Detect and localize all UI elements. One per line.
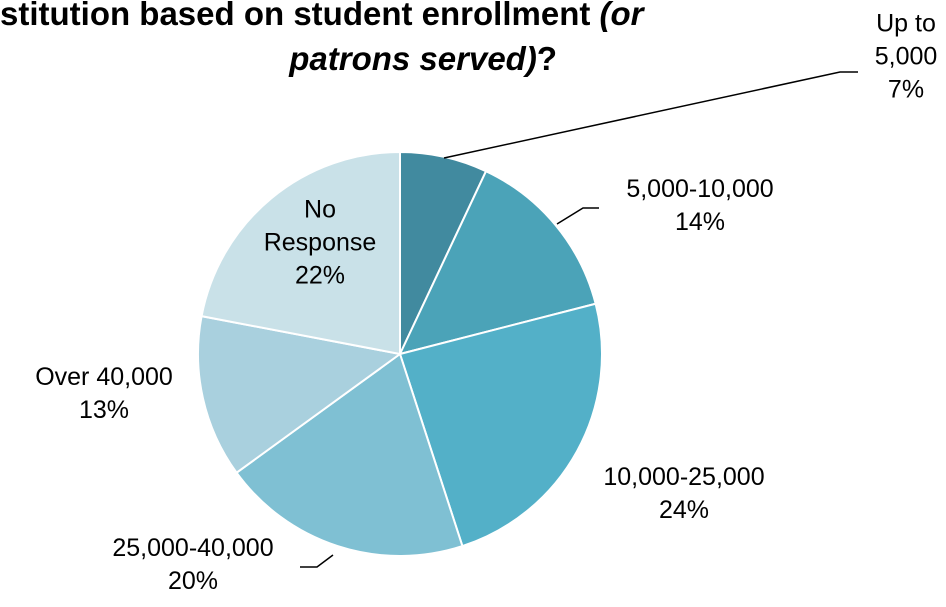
slice-percent-1: 7% [888, 76, 924, 104]
slice-label-4: 25,000-40,000 20% [112, 534, 273, 595]
chart-title-line-2-bold: ? [537, 40, 557, 77]
chart-title-line-1-italic: (or [600, 0, 646, 32]
slice-label-2: 5,000-10,000 14% [626, 175, 773, 236]
leader-line-2 [556, 207, 599, 225]
slice-percent-3: 24% [659, 496, 709, 524]
chart-title-line-1: stitution based on student enrollment (o… [0, 0, 646, 32]
pie-slice-4 [235, 352, 464, 557]
slice-percent-6: 22% [295, 262, 345, 290]
chart-title-line-2: patrons served)? [288, 40, 557, 77]
slice-category-1: Up to [876, 10, 936, 38]
leader-line-4 [300, 554, 334, 568]
slice-percent-4: 20% [168, 567, 218, 595]
slice-category-2: 5,000-10,000 [626, 175, 773, 203]
pie-slice-5 [197, 314, 403, 475]
leader-line-1 [443, 71, 858, 159]
leader-lines [300, 71, 858, 568]
slice-percent-5: 13% [79, 396, 129, 424]
slice-label-1: Up to 5,000 7% [875, 10, 938, 104]
pie-slice-2 [398, 169, 597, 356]
slice-category-3: 10,000-25,000 [603, 463, 764, 491]
chart-title-line-2-italic: patrons served) [288, 40, 537, 77]
pie-slice-6 [200, 150, 401, 356]
slice-category-1: 5,000 [875, 43, 938, 71]
chart-title: stitution based on student enrollment (o… [0, 0, 646, 77]
slice-label-3: 10,000-25,000 24% [603, 463, 764, 524]
slice-category-6: No [304, 196, 336, 224]
slice-percent-2: 14% [675, 208, 725, 236]
pie-slices [197, 150, 603, 557]
slice-label-5: Over 40,000 13% [35, 363, 173, 424]
slice-category-5: Over 40,000 [35, 363, 173, 391]
slice-category-6: Response [264, 229, 377, 257]
chart-title-line-1-bold: stitution based on student enrollment [0, 0, 600, 32]
slice-category-4: 25,000-40,000 [112, 534, 273, 562]
pie-slice-3 [398, 302, 603, 548]
slice-label-6: No Response 22% [264, 196, 377, 290]
slice-labels: Up to 5,000 7% 5,000-10,000 14% 10,000-25,000… [35, 10, 937, 596]
